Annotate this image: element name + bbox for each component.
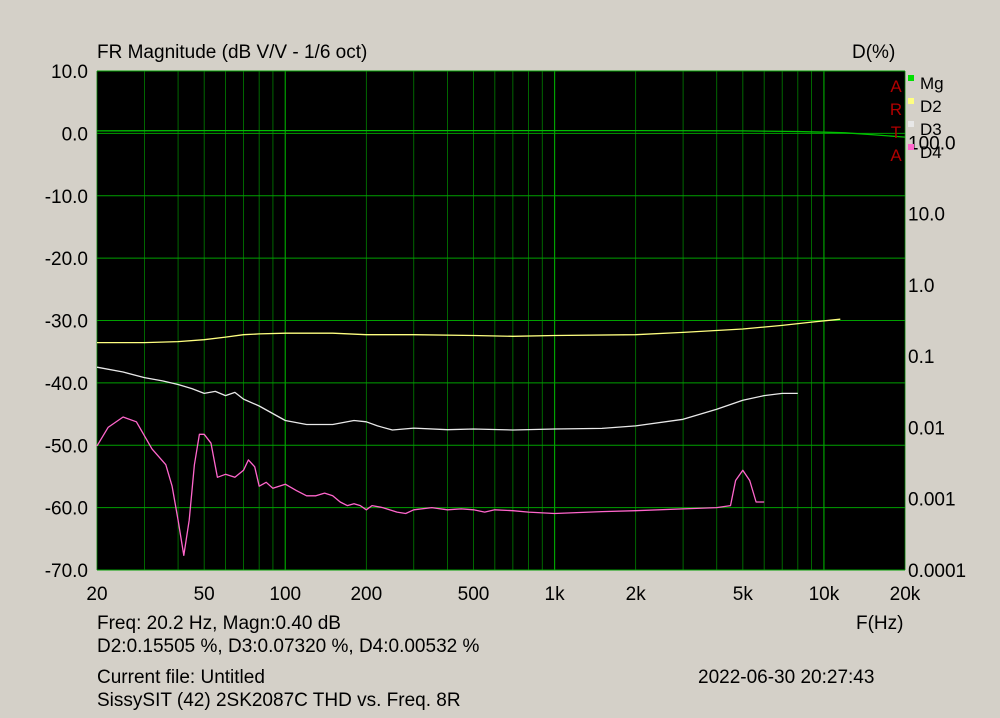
y-tick-label: 10.0 [51, 62, 88, 83]
x-tick-label: 200 [350, 584, 382, 605]
legend-swatch [908, 121, 914, 127]
x-tick-label: 20 [86, 584, 107, 605]
current-file: Current file: Untitled [97, 667, 265, 688]
y2-tick-label: 0.001 [908, 490, 956, 511]
legend-label: D4 [920, 143, 942, 162]
y-tick-label: -10.0 [45, 187, 88, 208]
y-tick-label: -40.0 [45, 374, 88, 395]
legend-label: Mg [920, 74, 944, 93]
y-axis-ticks: 10.0 0.0 -10.0 -20.0 -30.0 -40.0 -50.0 -60.0 -70… [45, 62, 88, 582]
series-line-mg [96, 129, 906, 138]
legend-swatch [908, 75, 914, 81]
watermark-letter: A [890, 146, 902, 165]
y-tick-label: -70.0 [45, 561, 88, 582]
watermark-letter: T [891, 123, 901, 142]
y2-tick-label: 100.0 [908, 133, 956, 154]
x-tick-label: 2k [626, 584, 647, 605]
x-tick-label: 5k [733, 584, 754, 605]
x-tick-label: 1k [545, 584, 566, 605]
watermark-letter: R [890, 100, 902, 119]
cursor-readout: Freq: 20.2 Hz, Magn:0.40 dB [97, 613, 341, 634]
right-axis-label: D(%) [852, 42, 896, 63]
timestamp: 2022-06-30 20:27:43 [698, 667, 875, 688]
y-tick-label: -50.0 [45, 436, 88, 457]
x-tick-label: 20k [890, 584, 921, 605]
measurement-description: SissySIT (42) 2SK2087C THD vs. Freq. 8R [97, 690, 461, 711]
y2-tick-label: 0.01 [908, 418, 945, 439]
x-tick-label: 10k [809, 584, 840, 605]
distortion-readout: D2:0.15505 %, D3:0.07320 %, D4:0.00532 % [97, 636, 480, 657]
y-tick-label: -60.0 [45, 499, 88, 520]
y-tick-label: -30.0 [45, 312, 88, 333]
y2-tick-label: 1.0 [908, 276, 934, 297]
legend-label: D2 [920, 97, 942, 116]
y-tick-label: 0.0 [62, 124, 88, 145]
y2-tick-label: 10.0 [908, 205, 945, 226]
series-line-d2 [97, 318, 841, 344]
x-tick-label: 500 [458, 584, 490, 605]
frequency-unit-label: F(Hz) [856, 613, 904, 634]
x-tick-label: 100 [269, 584, 301, 605]
y2-axis-ticks: 100.0 10.0 1.0 0.1 0.01 0.001 0.0001 [908, 133, 966, 582]
y2-tick-label: 0.0001 [908, 561, 966, 582]
legend-swatch [908, 98, 914, 104]
y2-tick-label: 0.1 [908, 347, 934, 368]
x-axis-ticks: 20 50 100 200 500 1k 2k 5k 10k 20k [86, 584, 920, 605]
series-lines [96, 129, 906, 557]
grid [96, 70, 906, 571]
series-line-d4 [96, 416, 765, 557]
legend-swatch [908, 144, 914, 150]
x-tick-label: 50 [194, 584, 215, 605]
y-tick-label: -20.0 [45, 249, 88, 270]
legend: Mg D2 D3 D4 [908, 74, 944, 162]
watermark-letter: A [890, 77, 902, 96]
series-line-d3 [96, 366, 798, 431]
chart-title: FR Magnitude (dB V/V - 1/6 oct) [97, 42, 368, 63]
legend-label: D3 [920, 120, 942, 139]
